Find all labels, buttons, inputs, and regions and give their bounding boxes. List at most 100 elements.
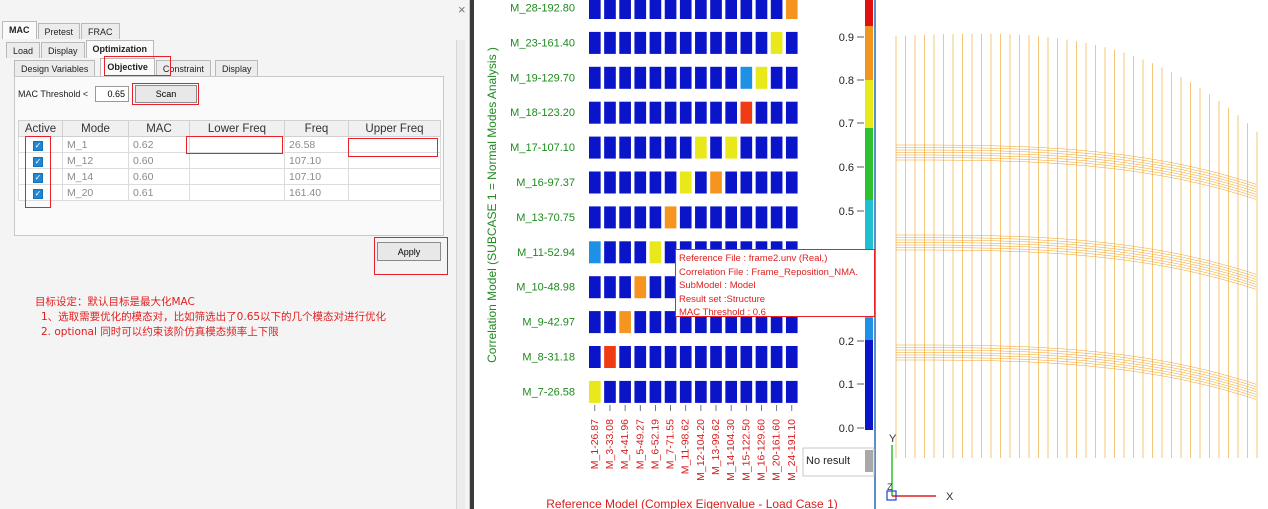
mac-cell [634,101,647,124]
active-checkbox[interactable]: ✓ [18,136,63,153]
mac-cell [664,276,677,299]
mac-cell [740,136,753,159]
mac-cell [679,380,692,403]
col-header-freq[interactable]: Freq [284,120,349,137]
optimization-tabs: Design Variables Objective Constraint Di… [14,58,259,76]
active-checkbox[interactable]: ✓ [18,168,63,185]
no-result-box [802,447,875,477]
active-checkbox[interactable]: ✓ [18,152,63,169]
panel-divider[interactable] [470,0,474,509]
lower-freq-cell[interactable] [189,168,285,185]
mac-cell [604,206,616,229]
mac-cell [589,206,601,229]
col-header-mac[interactable]: MAC [128,120,190,137]
mac-cell [619,380,631,403]
mac-cell [785,66,798,89]
col-header-upper-freq[interactable]: Upper Freq [348,120,441,137]
active-checkbox[interactable]: ✓ [18,184,63,201]
mac-cell [755,311,768,334]
col-header-lower-freq[interactable]: Lower Freq [189,120,285,137]
mac-cell [589,276,601,299]
mac-cell [740,31,753,54]
mac-cell [725,66,737,89]
mac-cell [785,31,798,54]
tab-objective[interactable]: Objective [100,58,155,76]
colorbar-segment [865,128,873,200]
mac-cell [589,101,601,124]
apply-button[interactable]: Apply [377,242,441,261]
colorbar-tick-label: 0.1 [839,379,854,391]
mac-cell [619,276,631,299]
mac-cell [785,311,798,334]
mac-cell [589,66,601,89]
mac-cell [785,206,798,229]
mac-cell [664,31,677,54]
mac-heatmap: M_28-192.80 M_23-161.40 M_19-129.70 M_18-12… [485,0,875,509]
mac-cell [664,101,677,124]
tab-display[interactable]: Display [41,42,85,58]
upper-freq-cell[interactable] [348,168,441,185]
upper-freq-cell[interactable] [348,136,441,153]
row-label: M_17-107.10 [510,142,575,154]
mode-table: Active Mode MAC Lower Freq Freq Upper Fr… [18,120,441,201]
column-label: M_12-104.20 [695,419,707,481]
mac-cell [634,66,647,89]
column-label: M_13-99.62 [710,419,722,475]
check-icon[interactable]: ✓ [33,156,43,167]
column-label: M_5-49.27 [634,419,646,469]
tab-design-variables[interactable]: Design Variables [14,60,96,76]
tab-optimization[interactable]: Optimization [85,40,155,58]
mac-cell [695,31,707,54]
mac-cell [695,171,707,194]
mac-cell [634,380,647,403]
check-icon[interactable]: ✓ [33,140,43,151]
row-label: M_8-31.18 [522,352,575,364]
mac-cell [725,346,737,368]
mac-cell [740,0,753,19]
mac-cell [740,66,753,89]
mode-cell: M_14 [62,168,129,185]
lower-freq-cell[interactable] [189,184,285,201]
table-row: ✓ M_20 0.61 161.40 [18,184,441,201]
tab-frac[interactable]: FRAC [81,23,120,39]
mac-cell [785,136,798,159]
model-viewport[interactable]: X Y Z [878,0,1268,509]
col-header-mode[interactable]: Mode [62,120,129,137]
mac-cell [619,241,631,264]
colorbar-segment [865,340,873,430]
mesh-dense-band [896,234,1257,290]
optimization-panel: MAC Pretest FRAC × Load Display Optimiza… [0,0,470,509]
panel-scrollbar[interactable] [456,40,465,509]
check-icon[interactable]: ✓ [33,188,43,199]
tab-constraint[interactable]: Constraint [155,60,211,76]
column-label: M_4-41.96 [619,419,631,469]
mac-cell [770,206,783,229]
tab-mac[interactable]: MAC [2,21,37,39]
upper-freq-cell[interactable] [348,152,441,169]
mac-cell [634,241,647,264]
check-icon[interactable]: ✓ [33,172,43,183]
mac-threshold-input[interactable] [95,86,129,102]
mac-cell [770,171,783,194]
mac-cell [740,346,753,368]
mac-cell [740,171,753,194]
mac-cell: 0.61 [128,184,190,201]
close-icon[interactable]: × [458,2,466,17]
tab-load[interactable]: Load [6,42,41,58]
scan-button[interactable]: Scan [135,85,197,103]
lower-freq-cell[interactable] [189,136,285,153]
upper-freq-cell[interactable] [348,184,441,201]
mac-cell [589,380,601,403]
row-label: M_16-97.37 [516,177,575,189]
chart-tooltip: Reference File : frame2.unv (Real,) Corr… [675,249,875,317]
colorbar-no-result [865,450,873,472]
mac-cell [649,346,662,368]
tab-display-opt[interactable]: Display [214,60,259,76]
mac-cell [619,66,631,89]
tooltip-line: Reference File : frame2.unv (Real,) [679,253,828,264]
col-header-active[interactable]: Active [18,120,63,137]
lower-freq-cell[interactable] [189,152,285,169]
tab-pretest[interactable]: Pretest [37,23,81,39]
column-label: M_14-104.30 [725,419,737,481]
mac-cell [589,346,601,368]
